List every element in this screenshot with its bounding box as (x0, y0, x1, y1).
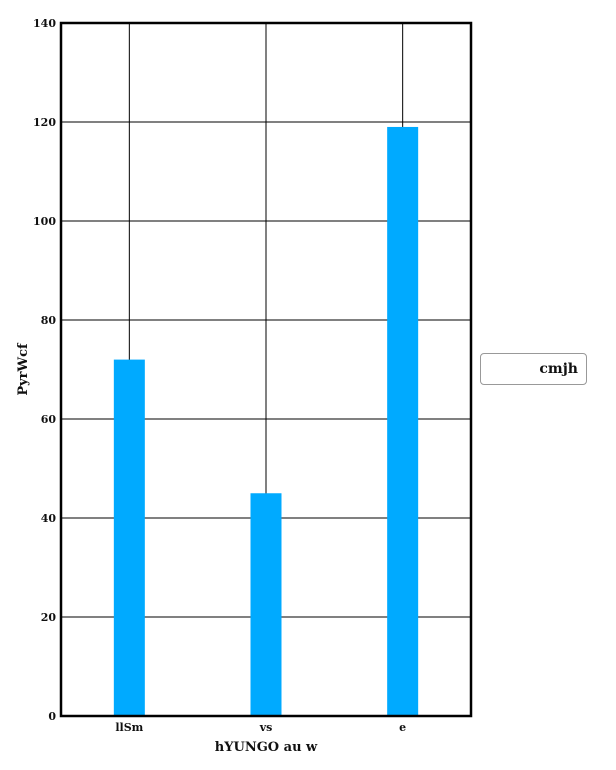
y-tick-label-80: 80 (41, 314, 57, 327)
x-axis-title: hYUNGO au w (215, 740, 318, 755)
x-tick-label-vs: vs (259, 721, 273, 734)
legend: cmjh (480, 353, 587, 385)
y-tick-label-20: 20 (41, 611, 57, 624)
bar-vs (250, 493, 282, 716)
y-tick-label-40: 40 (41, 512, 57, 525)
legend-label-cmjh: cmjh (539, 361, 578, 377)
y-tick-label-120: 120 (33, 116, 56, 129)
x-tick-labels: llSm vs e (115, 721, 406, 734)
y-tick-label-0: 0 (48, 710, 56, 723)
bar-e (387, 126, 419, 716)
plot-frame (59, 21, 473, 718)
y-tick-label-60: 60 (41, 413, 57, 426)
bars (113, 126, 419, 716)
x-tick-label-e: e (399, 721, 406, 734)
y-tick-labels: 0 20 40 60 80 100 120 140 (33, 17, 56, 723)
y-tick-label-140: 140 (33, 17, 56, 30)
bar-llSm (113, 359, 145, 716)
y-axis-title: PyrWcf (16, 342, 31, 396)
y-tick-label-100: 100 (33, 215, 56, 228)
x-tick-label-llSm: llSm (115, 721, 143, 734)
